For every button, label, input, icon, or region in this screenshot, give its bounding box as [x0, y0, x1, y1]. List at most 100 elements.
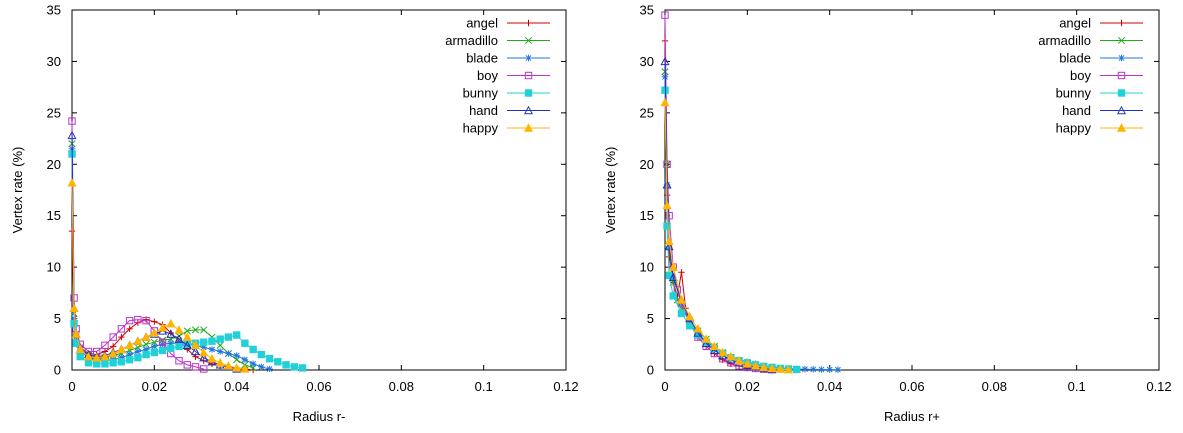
legend-label-happy: happy — [1056, 121, 1092, 136]
data-point-happy — [709, 341, 719, 351]
data-point-hand — [182, 340, 192, 350]
data-point-boy — [117, 325, 126, 333]
legend-marker-happy — [1116, 123, 1127, 132]
data-point-happy — [133, 336, 143, 345]
data-point-happy — [149, 328, 159, 337]
data-point-happy — [83, 351, 94, 361]
legend-label-armadillo: armadillo — [445, 33, 498, 48]
data-point-blade — [217, 348, 224, 355]
series-hand — [660, 56, 777, 374]
data-point-happy — [69, 303, 79, 312]
series-blade — [68, 145, 273, 373]
data-point-bunny — [677, 309, 686, 318]
data-point-boy — [101, 341, 109, 350]
legend-label-armadillo: armadillo — [1038, 33, 1091, 48]
data-point-happy — [668, 262, 678, 271]
y-tick-label: 35 — [640, 3, 654, 18]
data-point-bunny — [175, 342, 183, 351]
data-point-bunny — [208, 337, 216, 345]
legend-marker-happy — [523, 123, 534, 132]
data-point-happy — [759, 362, 769, 372]
data-point-hand — [190, 346, 201, 356]
series-happy — [67, 178, 250, 373]
data-point-hand — [199, 352, 209, 362]
legend-label-hand: hand — [1062, 103, 1091, 118]
series-line-boy — [71, 121, 204, 370]
data-point-bunny — [282, 361, 290, 369]
data-point-happy — [718, 347, 728, 357]
data-point-happy — [240, 364, 250, 373]
data-point-happy — [92, 352, 102, 362]
data-point-blade — [818, 366, 825, 373]
data-point-angel — [678, 269, 685, 276]
y-tick-label: 25 — [640, 105, 654, 120]
data-point-happy — [125, 340, 135, 350]
data-point-armadillo — [216, 341, 224, 349]
data-point-angel — [118, 333, 125, 341]
x-axis-label: Radius r+ — [884, 409, 940, 424]
x-tick-label: 0.02 — [142, 379, 167, 394]
y-axis-label: Vertex rate (%) — [10, 147, 25, 234]
series-line-bunny — [664, 90, 797, 370]
data-point-blade — [241, 356, 249, 363]
data-point-bunny — [232, 331, 241, 339]
x-tick-label: 0.06 — [899, 379, 924, 394]
data-point-happy — [108, 348, 118, 358]
data-point-bunny — [298, 364, 307, 372]
data-point-happy — [215, 358, 225, 367]
legend-marker-armadillo — [524, 36, 533, 45]
y-tick-label: 25 — [47, 105, 61, 120]
x-axis-label: Radius r- — [293, 409, 346, 424]
data-point-bunny — [241, 339, 249, 347]
data-point-happy — [67, 178, 77, 187]
data-point-bunny — [224, 333, 233, 341]
data-point-happy — [751, 361, 761, 370]
y-tick-label: 35 — [47, 3, 61, 18]
y-tick-label: 5 — [54, 311, 61, 326]
x-tick-label: 0.08 — [982, 379, 1007, 394]
x-tick-label: 0.04 — [817, 379, 842, 394]
x-tick-label: 0 — [661, 379, 668, 394]
data-point-bunny — [249, 345, 257, 354]
data-point-boy — [665, 212, 673, 220]
data-point-bunny — [125, 356, 134, 364]
data-point-happy — [742, 359, 752, 368]
data-point-hand — [166, 329, 176, 338]
data-point-blade — [159, 341, 166, 348]
data-point-happy — [190, 340, 201, 350]
legend-marker-blade — [1118, 54, 1125, 62]
x-tick-label: 0.12 — [1146, 379, 1171, 394]
data-point-armadillo — [200, 326, 208, 334]
series-boy — [661, 11, 776, 374]
x-tick-label: 0.1 — [475, 379, 493, 394]
data-point-blade — [134, 348, 142, 355]
data-point-boy — [175, 357, 183, 365]
series-line-angel — [664, 40, 773, 371]
legend-label-angel: angel — [466, 16, 498, 31]
data-point-bunny — [150, 348, 159, 357]
data-point-blade — [810, 366, 817, 373]
legend-marker-angel — [525, 19, 532, 27]
data-point-bunny — [216, 335, 224, 343]
series-line-happy — [664, 102, 789, 371]
data-point-blade — [834, 366, 842, 373]
data-point-happy — [685, 311, 695, 321]
data-point-blade — [151, 343, 158, 350]
data-point-bunny — [265, 354, 274, 363]
data-point-happy — [232, 363, 242, 372]
data-point-angel — [126, 325, 133, 333]
data-point-boy — [134, 315, 142, 324]
legend-marker-bunny — [1117, 89, 1126, 97]
data-point-happy — [207, 353, 217, 363]
y-tick-label: 20 — [47, 157, 61, 172]
data-point-hand — [664, 241, 674, 251]
data-point-blade — [233, 352, 240, 359]
data-point-blade — [118, 354, 125, 361]
data-point-bunny — [274, 358, 282, 366]
data-point-armadillo — [191, 326, 200, 334]
legend-label-boy: boy — [477, 68, 498, 83]
series-bunny — [661, 86, 801, 374]
legend-label-hand: hand — [469, 103, 498, 118]
data-point-boy — [183, 361, 191, 369]
